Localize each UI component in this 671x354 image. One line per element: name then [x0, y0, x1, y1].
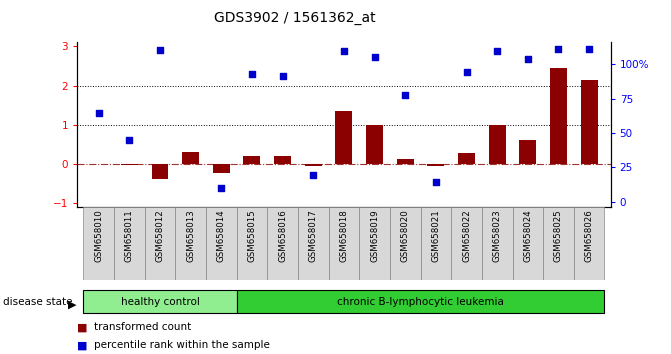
Bar	[267, 207, 298, 280]
Bar	[237, 207, 267, 280]
Point	[400, 92, 411, 98]
Point	[216, 185, 227, 191]
Bar	[550, 68, 567, 164]
Text: disease state: disease state	[3, 297, 73, 307]
Bar	[83, 207, 114, 280]
Bar	[336, 111, 352, 164]
Bar	[175, 207, 206, 280]
Bar	[206, 207, 237, 280]
Text: chronic B-lymphocytic leukemia: chronic B-lymphocytic leukemia	[337, 297, 504, 307]
Bar	[574, 207, 605, 280]
Point	[431, 179, 442, 184]
Bar	[482, 207, 513, 280]
Bar	[451, 207, 482, 280]
Point	[523, 57, 533, 62]
Bar	[458, 153, 475, 164]
Text: GSM658022: GSM658022	[462, 209, 471, 262]
Point	[461, 69, 472, 75]
Bar	[397, 159, 413, 164]
Text: GSM658019: GSM658019	[370, 209, 379, 262]
Point	[553, 46, 564, 52]
Bar	[83, 290, 237, 313]
Bar	[237, 290, 605, 313]
Text: GSM658012: GSM658012	[156, 209, 164, 262]
Point	[339, 48, 350, 54]
Point	[124, 137, 135, 143]
Text: GSM658017: GSM658017	[309, 209, 318, 262]
Bar	[421, 207, 451, 280]
Text: GSM658021: GSM658021	[431, 209, 440, 262]
Bar	[488, 125, 506, 164]
Bar	[213, 164, 229, 173]
Bar	[121, 164, 138, 165]
Point	[584, 46, 595, 52]
Text: GSM658014: GSM658014	[217, 209, 225, 262]
Point	[93, 110, 104, 116]
Text: healthy control: healthy control	[121, 297, 199, 307]
Bar	[359, 207, 390, 280]
Bar	[145, 207, 175, 280]
Bar	[543, 207, 574, 280]
Bar	[152, 164, 168, 179]
Text: GSM658018: GSM658018	[340, 209, 348, 262]
Text: percentile rank within the sample: percentile rank within the sample	[94, 340, 270, 350]
Bar	[305, 164, 321, 166]
Bar	[390, 207, 421, 280]
Point	[369, 54, 380, 60]
Text: GSM658024: GSM658024	[523, 209, 532, 262]
Bar	[329, 207, 359, 280]
Bar	[366, 125, 383, 164]
Text: GSM658026: GSM658026	[584, 209, 594, 262]
Bar	[244, 156, 260, 164]
Bar	[519, 141, 536, 164]
Point	[308, 172, 319, 178]
Bar	[513, 207, 543, 280]
Text: GSM658013: GSM658013	[186, 209, 195, 262]
Text: ▶: ▶	[68, 299, 76, 310]
Bar	[298, 207, 329, 280]
Text: GSM658015: GSM658015	[248, 209, 256, 262]
Bar	[274, 156, 291, 164]
Text: transformed count: transformed count	[94, 322, 191, 332]
Text: GSM658010: GSM658010	[94, 209, 103, 262]
Text: ■: ■	[77, 340, 88, 350]
Text: GDS3902 / 1561362_at: GDS3902 / 1561362_at	[215, 11, 376, 25]
Bar	[182, 152, 199, 164]
Point	[154, 47, 165, 53]
Text: ■: ■	[77, 322, 88, 332]
Text: GSM658020: GSM658020	[401, 209, 410, 262]
Point	[492, 48, 503, 54]
Bar	[580, 80, 598, 164]
Text: GSM658011: GSM658011	[125, 209, 134, 262]
Point	[277, 73, 288, 79]
Text: GSM658016: GSM658016	[278, 209, 287, 262]
Point	[246, 71, 257, 77]
Bar	[427, 164, 444, 166]
Text: GSM658025: GSM658025	[554, 209, 563, 262]
Text: GSM658023: GSM658023	[493, 209, 502, 262]
Bar	[114, 207, 145, 280]
